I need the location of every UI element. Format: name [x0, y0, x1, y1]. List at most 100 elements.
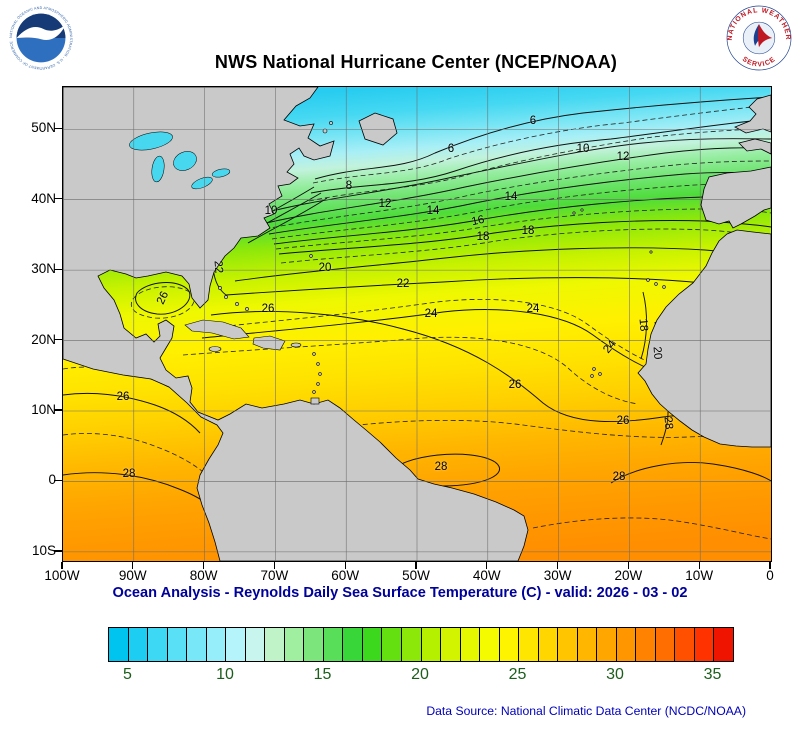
lon-tick-mark [273, 561, 276, 569]
lat-tick-label: 10N [31, 401, 56, 417]
lon-tick-label: 50W [402, 568, 430, 583]
lat-tick-mark [54, 338, 62, 341]
contour-18-africa [640, 291, 648, 360]
colorbar-labels: 5 10 15 20 25 30 35 [108, 666, 732, 688]
colorbar-segment [382, 628, 402, 661]
island-cape-verde [598, 372, 602, 376]
nws-logo: NATIONAL WEATHER SERVICE [726, 5, 792, 71]
colorbar-segment [167, 628, 188, 661]
contour-26-pacific [63, 393, 201, 434]
colorbar [108, 627, 734, 662]
contour-dashed-25 [182, 336, 639, 405]
island-canary [646, 278, 650, 282]
lake-ontario [211, 168, 231, 178]
colorbar-segment [655, 628, 676, 661]
lon-tick-label: 20W [614, 568, 643, 583]
lon-tick-label: 60W [331, 568, 360, 583]
lon-tick-mark [486, 561, 488, 569]
colorbar-segment [284, 628, 305, 661]
lat-tick-mark [54, 479, 62, 482]
colorbar-segment [187, 628, 207, 661]
colorbar-tick-label: 5 [123, 666, 132, 683]
colorbar-tick-label: 15 [313, 666, 332, 683]
colorbar-segment [128, 628, 149, 661]
colorbar-segment [675, 628, 695, 661]
colorbar-segment [714, 628, 733, 661]
lat-tick-label: 10S [31, 542, 56, 558]
lat-lon-gridlines [63, 87, 771, 561]
island-bermuda [309, 254, 313, 258]
island-bahamas [245, 307, 249, 311]
island-lesser-antilles [316, 382, 320, 386]
contour-dashed-gulf-loop [130, 286, 195, 319]
colorbar-segment [109, 628, 129, 661]
island-lesser-antilles [316, 362, 320, 366]
lon-tick-mark [769, 561, 771, 569]
contour-dashed-27-pacific [63, 433, 212, 480]
contour-28-east [610, 462, 771, 484]
island-bahamas [224, 295, 228, 299]
great-lakes [129, 131, 231, 190]
lat-tick-label: 30N [31, 261, 56, 277]
colorbar-segment [245, 628, 266, 661]
lon-tick-mark [627, 561, 630, 569]
island-canary [662, 285, 666, 289]
island-lesser-antilles [312, 352, 316, 356]
colorbar-segment [401, 628, 422, 661]
colorbar-segment [421, 628, 442, 661]
lon-tick-mark [556, 561, 559, 569]
colorbar-segment [206, 628, 227, 661]
lat-tick-mark [54, 127, 62, 129]
lon-tick-label: 70W [260, 568, 289, 583]
colorbar-segment [226, 628, 246, 661]
island-puerto-rico [290, 342, 302, 348]
land-england [734, 94, 771, 134]
lon-tick-mark [61, 561, 63, 569]
island-trinidad [310, 397, 320, 405]
lake-michigan [151, 155, 165, 183]
lon-tick-label: 40W [472, 568, 501, 583]
island-hispaniola [252, 335, 286, 351]
colorbar-segment [519, 628, 539, 661]
island-lesser-antilles [318, 372, 322, 376]
noaa-logo: NATIONAL OCEANIC AND ATMOSPHERIC ADMINIS… [8, 5, 74, 71]
island-cape-breton [329, 121, 333, 125]
colorbar-segment [636, 628, 656, 661]
contour-26-gulf-loop [135, 282, 191, 315]
colorbar-tick-label: 20 [411, 666, 429, 683]
contour-18 [278, 220, 771, 255]
data-source-note: Data Source: National Climatic Data Cent… [426, 704, 746, 718]
lon-tick-mark [698, 561, 700, 569]
colorbar-segment [538, 628, 559, 661]
colorbar-segment [499, 628, 520, 661]
lon-tick-mark [202, 561, 205, 569]
colorbar-segment [362, 628, 383, 661]
island-cape-verde [592, 367, 596, 371]
colorbar-segment [441, 628, 461, 661]
contour-10 [256, 138, 771, 216]
colorbar-segment [323, 628, 344, 661]
lat-tick-mark [54, 268, 62, 270]
colorbar-segment [694, 628, 715, 661]
colorbar-segment [265, 628, 285, 661]
contour-dashed-13 [264, 160, 771, 230]
colorbar-tick-label: 25 [508, 666, 527, 683]
colorbar-segment [577, 628, 598, 661]
island-cuba [184, 319, 250, 340]
nws-bird-wing-red [758, 24, 773, 48]
island-madeira [649, 250, 653, 254]
lat-tick-mark [54, 550, 62, 552]
island-cape-verde [590, 374, 594, 378]
contour-6 [314, 96, 771, 180]
colorbar-segment [597, 628, 617, 661]
lat-tick-label: 0 [48, 472, 56, 488]
island-bahamas [235, 302, 239, 306]
colorbar-tick-label: 10 [216, 666, 234, 683]
land-iberia [700, 166, 771, 229]
island-azores [580, 208, 584, 212]
lon-tick-label: 30W [543, 568, 572, 583]
colorbar-segment [304, 628, 324, 661]
lon-tick-mark [344, 561, 346, 569]
contour-dashed-7 [312, 104, 771, 184]
